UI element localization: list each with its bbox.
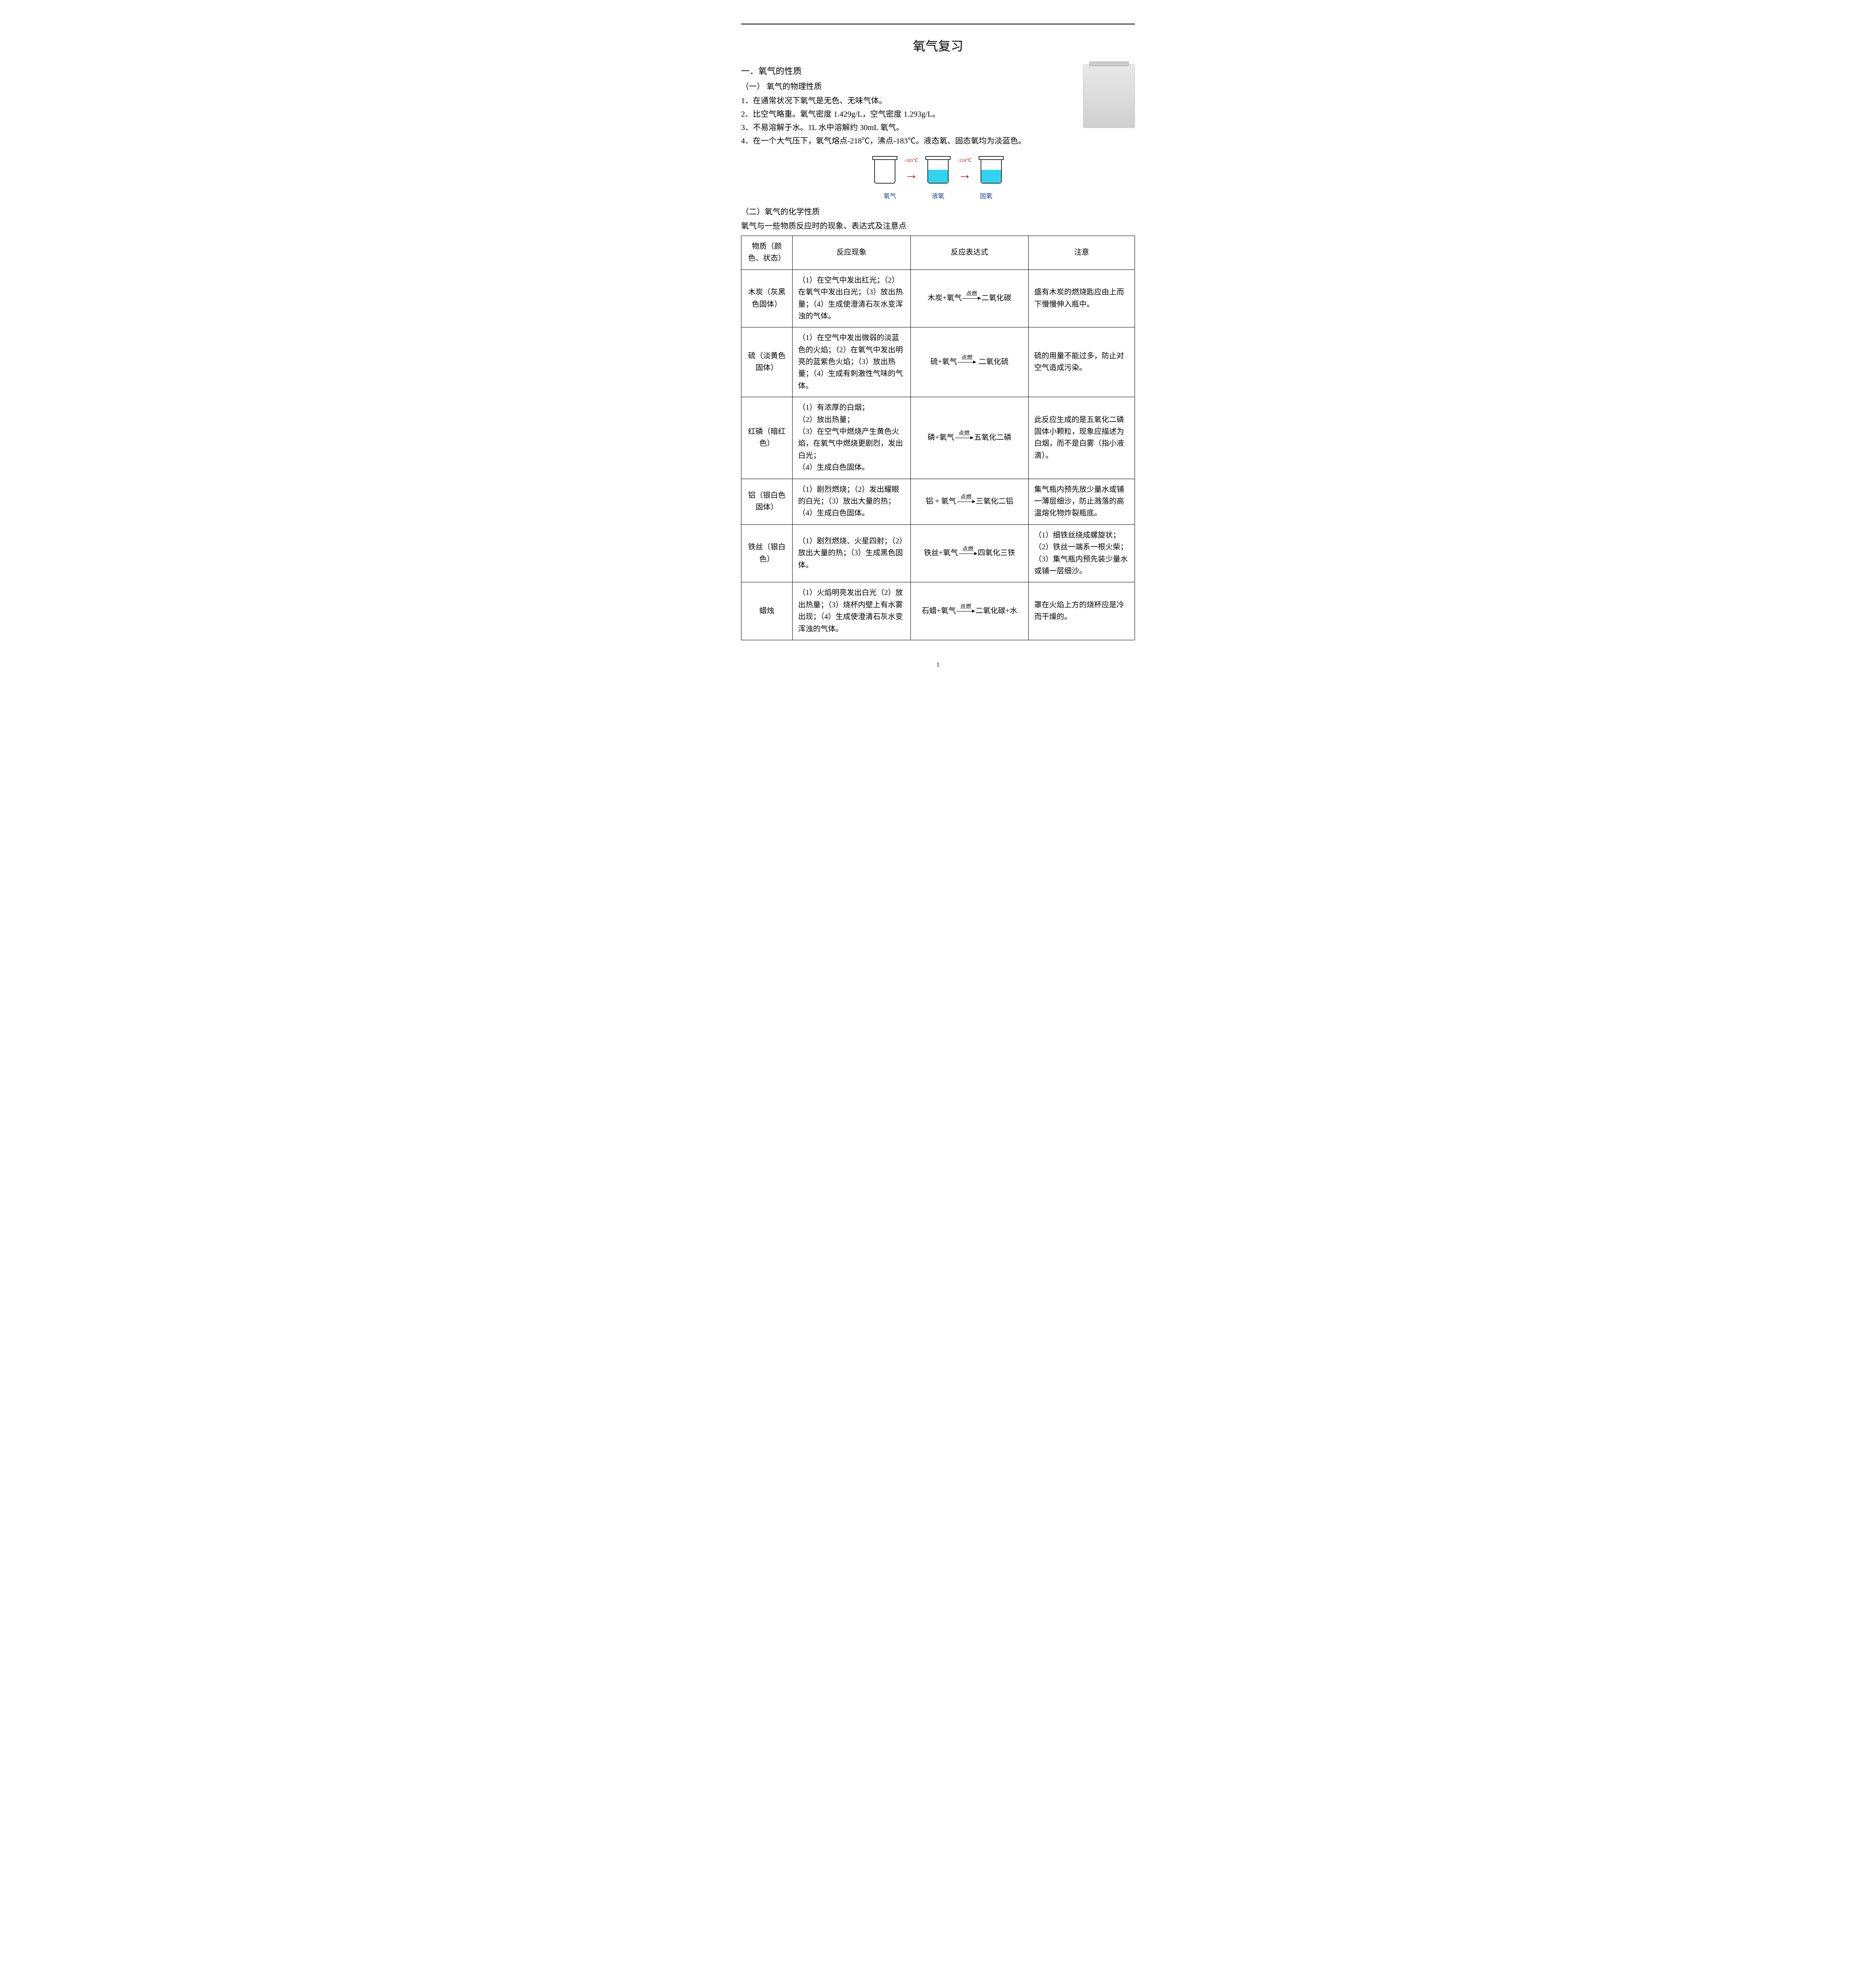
property-line: 3．不易溶解于水。1L 水中溶解约 30mL 氧气。 [741,121,1135,134]
bottle-gas [873,156,897,188]
cell-note: （1）细铁丝绕成螺旋状；（2）铁丝一端系一根火柴；（3）集气瓶内预先装少量水或铺… [1029,524,1135,582]
reaction-expression: 磷+氧气点燃五氧化二磷 [928,433,1012,442]
cell-phenomenon: （1）在空气中发出微弱的淡蓝色的火焰；（2）在氧气中发出明亮的蓝紫色火焰；（3）… [792,327,910,397]
arrow-icon: -218℃ → [958,158,971,186]
col-substance: 物质（颜色、状态） [741,236,793,269]
subsection-heading-1-1: （一） 氧气的物理性质 [741,80,1135,93]
arrow-icon: -183℃ → [905,158,918,186]
phase-diagram: -183℃ → -218℃ → 氧气 液氧 固氧 [741,156,1135,202]
col-expression: 反应表达式 [910,236,1029,269]
reaction-expression: 石蜡+氧气点燃二氧化碳+水 [922,607,1017,615]
phase-label: 液氧 [932,191,944,202]
cell-note: 硫的用量不能过多，防止对空气造成污染。 [1029,327,1135,397]
table-row: 红磷（暗红色）（1）有浓厚的白烟； （2）放出热量； （3）在空气中燃烧产生黄色… [741,397,1135,479]
bottle-liquid [926,156,950,188]
reaction-arrow-icon: 点燃 [962,298,981,299]
reaction-condition: 点燃 [959,547,977,552]
col-note: 注意 [1029,236,1135,269]
reaction-expression: 木炭+氧气点燃二氧化碳 [928,294,1012,302]
phase-label: 固氧 [980,191,992,202]
cell-phenomenon: （1）在空气中发出红光；（2）在氧气中发出白光；（3）放出热量；（4）生成使澄清… [792,269,910,327]
bottle-solid [979,156,1003,188]
table-row: 硫（淡黄色固体）（1）在空气中发出微弱的淡蓝色的火焰；（2）在氧气中发出明亮的蓝… [741,327,1135,397]
reaction-condition: 点燃 [955,431,973,437]
cell-expression: 铝 + 氧气点燃三氧化二铝 [910,479,1029,524]
subsection-heading-1-2: （二）氧气的化学性质 [741,206,1135,218]
table-row: 蜡烛（1）火焰明亮发出白光（2）放出热量；（3）烧杯内壁上有水雾出现；（4）生成… [741,582,1135,640]
cell-substance: 铝（银白色固体） [741,479,793,524]
reaction-condition: 点燃 [957,495,975,500]
reaction-condition: 点燃 [957,604,975,610]
table-row: 铁丝（银白色）（1）剧烈燃烧、火星四射；（2）放出大量的热；（3）生成黑色固体。… [741,524,1135,582]
cell-expression: 铁丝+氧气点燃四氧化三铁 [910,524,1029,582]
cell-phenomenon: （1）剧烈燃烧、火星四射；（2）放出大量的热；（3）生成黑色固体。 [792,524,910,582]
cell-substance: 红磷（暗红色） [741,397,793,479]
cell-substance: 硫（淡黄色固体） [741,327,793,397]
reaction-expression: 铝 + 氧气点燃三氧化二铝 [926,497,1013,506]
cell-note: 集气瓶内预先放少量水或铺一薄层细沙，防止溅落的高温熔化物炸裂瓶底。 [1029,479,1135,524]
property-line: 4．在一个大气压下，氧气熔点-218℃，沸点-183℃。液态氧、固态氧均为淡蓝色… [741,135,1135,147]
cell-expression: 石蜡+氧气点燃二氧化碳+水 [910,582,1029,640]
cell-phenomenon: （1）火焰明亮发出白光（2）放出热量；（3）烧杯内壁上有水雾出现；（4）生成使澄… [792,582,910,640]
cell-substance: 木炭（灰黑色固体） [741,269,793,327]
reaction-condition: 点燃 [958,355,976,361]
reaction-expression: 铁丝+氧气点燃四氧化三铁 [924,549,1015,557]
phase-label: 氧气 [884,191,896,202]
cell-substance: 蜡烛 [741,582,793,640]
reaction-condition: 点燃 [962,292,981,297]
property-line: 1．在通常状况下氧气是无色、无味气体。 [741,95,1135,107]
cell-expression: 木炭+氧气点燃二氧化碳 [910,269,1029,327]
cell-phenomenon: （1）剧烈燃烧；（2）发出耀眼的白光；（3）放出大量的热；（4）生成白色固体。 [792,479,910,524]
cell-note: 盛有木炭的燃烧匙应由上而下慢慢伸入瓶中。 [1029,269,1135,327]
temp-label: -183℃ [905,157,918,164]
cell-note: 此反应生成的是五氧化二磷固体小颗粒，现象应描述为白烟，而不是白雾（指小液滴）。 [1029,397,1135,479]
bottle-photo [1083,64,1135,128]
reaction-expression: 硫+氧气点燃 二氧化硫 [931,358,1009,366]
cell-note: 罩在火焰上方的烧杯应是冷而干燥的。 [1029,582,1135,640]
col-phenomenon: 反应现象 [792,236,910,269]
cell-expression: 磷+氧气点燃五氧化二磷 [910,397,1029,479]
table-row: 铝（银白色固体）（1）剧烈燃烧；（2）发出耀眼的白光；（3）放出大量的热；（4）… [741,479,1135,524]
cell-phenomenon: （1）有浓厚的白烟； （2）放出热量； （3）在空气中燃烧产生黄色火焰，在氧气中… [792,397,910,479]
cell-expression: 硫+氧气点燃 二氧化硫 [910,327,1029,397]
cell-substance: 铁丝（银白色） [741,524,793,582]
section-heading-1: 一．氧气的性质 [741,64,1135,78]
table-row: 木炭（灰黑色固体）（1）在空气中发出红光；（2）在氧气中发出白光；（3）放出热量… [741,269,1135,327]
table-intro: 氧气与一些物质反应时的现象、表达式及注意点 [741,220,1135,232]
reactions-table: 物质（颜色、状态） 反应现象 反应表达式 注意 木炭（灰黑色固体）（1）在空气中… [741,236,1135,640]
table-header-row: 物质（颜色、状态） 反应现象 反应表达式 注意 [741,236,1135,269]
temp-label: -218℃ [958,157,971,164]
page-title: 氧气复习 [741,36,1135,56]
page-number: 1 [741,660,1135,670]
property-line: 2．比空气略重。氧气密度 1.429g/L，空气密度 1.293g/L。 [741,108,1135,121]
